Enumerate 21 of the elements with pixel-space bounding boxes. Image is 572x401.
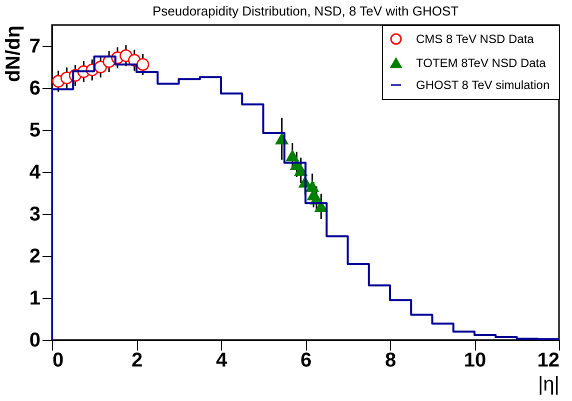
y-tick-label: 1 (29, 288, 40, 310)
y-axis-title: dN/dη (2, 26, 24, 82)
legend-label: CMS 8 TeV NSD Data (416, 32, 534, 46)
y-tick-label: 5 (29, 120, 40, 142)
y-tick-label: 4 (29, 162, 42, 184)
x-tick-label: 4 (216, 350, 228, 372)
y-tick-label: 3 (29, 204, 40, 226)
x-tick-label: 0 (52, 350, 64, 372)
x-tick-label: 2 (131, 350, 143, 372)
legend-label: TOTEM 8TeV NSD Data (416, 56, 546, 70)
y-tick-label: 0 (29, 330, 40, 352)
chart-title: Pseudorapidity Distribution, NSD, 8 TeV with GHOST (152, 4, 459, 18)
x-axis-title: |η| (538, 374, 560, 396)
legend-label: GHOST 8 TeV simulation (416, 78, 550, 92)
x-tick-label: 12 (537, 350, 560, 372)
y-tick-label: 2 (29, 246, 40, 268)
x-tick-label: 10 (464, 350, 486, 372)
y-tick-label: 6 (29, 78, 40, 100)
y-tick-label: 7 (29, 36, 40, 58)
x-tick-label: 6 (300, 350, 312, 372)
x-tick-label: 8 (384, 350, 396, 372)
